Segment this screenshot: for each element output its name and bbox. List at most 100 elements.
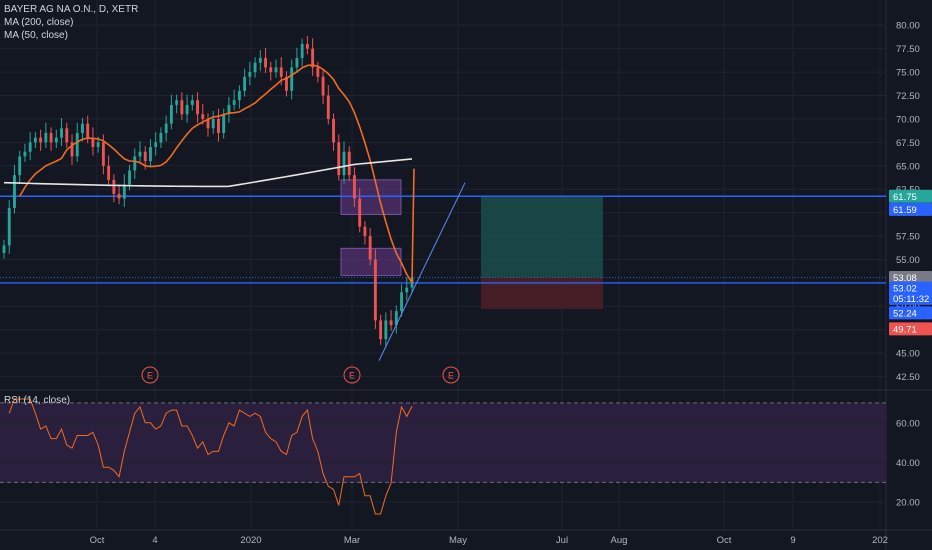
symbol-title[interactable]: BAYER AG NA O.N., D, XETR <box>4 4 139 15</box>
price-badge-label: 49.71 <box>893 324 917 335</box>
rsi-tick-label: 20.00 <box>896 498 920 509</box>
candle-body <box>353 175 356 199</box>
earnings-marker-label: E <box>147 371 153 381</box>
candle-body <box>81 123 84 134</box>
candle-body <box>295 58 299 68</box>
candle-body <box>86 123 90 138</box>
candle-body <box>243 76 247 91</box>
candle-body <box>206 118 210 129</box>
time-axis-label: May <box>449 535 467 546</box>
price-badge[interactable]: 49.71 <box>889 322 932 336</box>
candle-body <box>39 137 43 143</box>
candle-body <box>379 320 383 340</box>
earnings-marker[interactable]: E <box>141 366 159 384</box>
candle-body <box>201 114 205 119</box>
earnings-marker[interactable]: E <box>343 366 361 384</box>
ma50-line[interactable] <box>19 64 413 284</box>
price-badge-bg[interactable] <box>889 202 932 216</box>
candle-body <box>28 142 32 152</box>
price-badge-label: 53.02 <box>893 284 917 295</box>
price-badge-bg[interactable] <box>889 189 932 203</box>
earnings-marker-circle[interactable] <box>343 366 361 384</box>
candle-body <box>7 207 11 246</box>
price-badge-bg[interactable] <box>889 270 932 284</box>
price-badge-bg[interactable] <box>889 322 932 336</box>
candle-body <box>337 142 341 176</box>
ma50-legend[interactable]: MA (50, close) <box>4 30 68 41</box>
candle-body <box>384 320 388 340</box>
candle-body <box>190 100 194 105</box>
candle-body <box>389 320 393 326</box>
price-badge[interactable]: 61.59 <box>889 202 932 216</box>
price-badge[interactable]: 05:11:32 <box>889 291 932 305</box>
candles-group <box>2 36 414 348</box>
price-tick-label: 72.50 <box>896 91 920 102</box>
time-axis-label: Oct <box>90 535 105 546</box>
candle-body <box>311 48 315 68</box>
candle-body <box>394 311 398 326</box>
price-badge[interactable]: 53.08 <box>889 270 932 284</box>
trend-line[interactable] <box>378 182 466 361</box>
candle-body <box>122 184 126 199</box>
earnings-marker-circle[interactable] <box>442 366 460 384</box>
ma200-legend[interactable]: MA (200, close) <box>4 17 74 28</box>
price-tick-label: 70.00 <box>896 114 920 125</box>
time-axis-label: Oct <box>717 535 732 546</box>
candle-body <box>248 72 252 77</box>
price-tick-label: 55.00 <box>896 255 920 266</box>
candle-body <box>54 137 58 143</box>
candle-body <box>154 142 158 148</box>
candle-body <box>70 142 74 157</box>
candle-body <box>112 179 116 194</box>
supply-zone-0[interactable] <box>340 179 402 215</box>
price-tick-label: 45.00 <box>896 349 920 360</box>
candle-body <box>326 95 330 119</box>
candle-body <box>222 114 226 134</box>
price-badge-label: 61.59 <box>893 205 917 216</box>
rsi-tick-label: 40.00 <box>896 458 920 469</box>
candle-body <box>363 226 367 237</box>
price-badge[interactable]: 53.02 <box>889 281 932 295</box>
candle-body <box>13 175 16 208</box>
candle-body <box>227 104 231 115</box>
time-axis-label: 4 <box>152 535 157 546</box>
earnings-marker[interactable]: E <box>442 366 460 384</box>
candle-body <box>133 156 137 171</box>
candle-body <box>96 142 100 148</box>
ma200-line[interactable] <box>3 158 413 188</box>
time-axis-label: Aug <box>611 535 628 546</box>
price-badge-bg[interactable] <box>889 306 932 320</box>
price-badge-bg[interactable] <box>889 291 932 305</box>
rsi-legend[interactable]: RSI (14, close) <box>4 395 71 406</box>
candle-body <box>138 151 142 157</box>
chart-legend: BAYER AG NA O.N., D, XETR MA (200, close… <box>4 3 138 42</box>
candle-body <box>175 100 179 105</box>
candle-body <box>143 151 147 162</box>
candle-body <box>279 67 283 77</box>
candle-body <box>185 104 189 115</box>
candle-body <box>300 43 304 59</box>
candle-body <box>44 133 48 143</box>
long-position-target-zone[interactable] <box>481 196 603 278</box>
price-badge[interactable]: 61.75 <box>889 189 932 203</box>
price-tick-label: 80.00 <box>896 21 920 32</box>
candle-body <box>65 128 69 143</box>
candle-body <box>2 245 6 253</box>
candle-body <box>91 137 95 148</box>
rsi-line[interactable] <box>8 398 413 515</box>
time-axis-label: 2020 <box>240 535 261 546</box>
candle-body <box>368 236 372 260</box>
candle-body <box>159 133 163 143</box>
candle-body <box>342 151 346 176</box>
earnings-marker-circle[interactable] <box>141 366 159 384</box>
price-badge-bg[interactable] <box>889 281 932 295</box>
rsi-band-fill <box>0 402 886 483</box>
ma50-tail[interactable] <box>411 168 415 283</box>
candle-body <box>258 58 262 63</box>
candle-body <box>232 100 236 105</box>
price-badge[interactable]: 52.24 <box>889 306 932 320</box>
candle-body <box>274 67 278 73</box>
price-tick-label: 57.50 <box>896 232 920 243</box>
